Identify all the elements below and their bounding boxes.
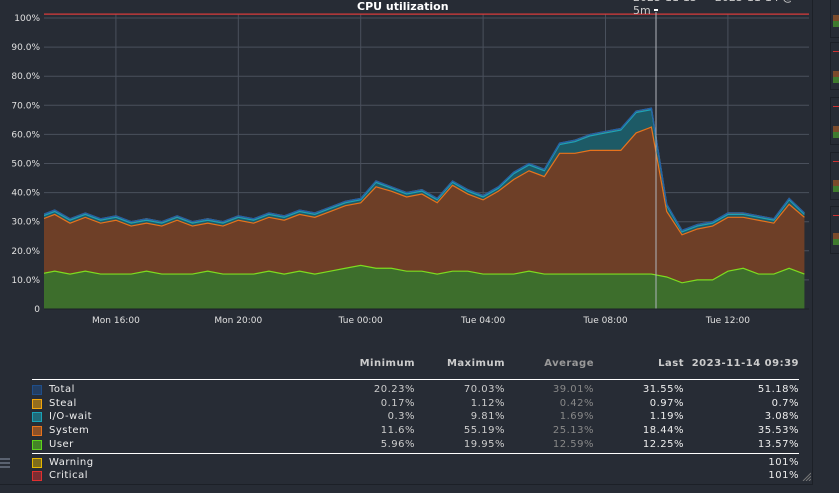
threshold-name: Warning — [49, 457, 94, 468]
series-name: Steal — [49, 397, 77, 409]
graph-panel: 0 10.0% 20.0% 30.0% 40.0% 50.0% 60.0% 70.0% 80.0… — [0, 0, 813, 485]
value-current: 0.7% — [771, 397, 799, 409]
y-tick-label: 90.0% — [11, 43, 40, 53]
area-system — [44, 127, 805, 283]
value-avg: 25.13% — [552, 425, 594, 437]
line-user — [44, 264, 805, 284]
area-user — [44, 265, 805, 309]
legend-row-system[interactable]: System 11.6% 55.19% 25.13% 18.44% 35.53% — [32, 425, 808, 438]
value-min: 20.23% — [373, 384, 415, 395]
line-iowait — [44, 108, 805, 233]
graph-thumbnail[interactable] — [830, 97, 839, 145]
x-tick-label: Tue 08:00 — [582, 316, 627, 326]
series-name: Total — [49, 384, 75, 395]
cursor-marker — [654, 9, 658, 11]
threshold-divider — [32, 453, 799, 454]
y-tick-label: 80.0% — [11, 72, 40, 82]
value-last: 18.44% — [642, 425, 684, 437]
threshold-name: Critical — [49, 470, 88, 481]
cpu-chart[interactable]: 0 10.0% 20.0% 30.0% 40.0% 50.0% 60.0% 70.0% 80.0… — [0, 0, 812, 335]
threshold-value: 101% — [768, 457, 799, 468]
graph-thumbnail[interactable] — [830, 152, 839, 200]
x-tick-label: Tue 00:00 — [338, 316, 383, 326]
y-tick-label: 60.0% — [11, 130, 40, 140]
x-tick-label: Tue 12:00 — [705, 316, 750, 326]
value-max: 19.95% — [463, 438, 505, 450]
series-name: System — [49, 425, 90, 437]
value-avg: 12.59% — [552, 438, 594, 450]
y-tick-label: 50.0% — [11, 160, 40, 170]
header-maximum[interactable]: Maximum — [446, 358, 505, 369]
value-last: 1.19% — [649, 411, 684, 423]
resize-handle-icon[interactable] — [801, 471, 811, 481]
y-tick-label: 100% — [14, 14, 40, 24]
threshold-row-warning[interactable]: Warning 101% — [32, 457, 808, 470]
y-tick-label: 20.0% — [11, 247, 40, 257]
graph-thumbnail-sidebar — [818, 0, 839, 493]
threshold-row-critical[interactable]: Critical 101% — [32, 470, 808, 483]
header-last[interactable]: Last — [658, 358, 684, 369]
legend-row-steal[interactable]: Steal 0.17% 1.12% 0.42% 0.97% 0.7% — [32, 398, 808, 411]
series-name: User — [49, 438, 74, 450]
legend-row-iowait[interactable]: I/O-wait 0.3% 9.81% 1.69% 1.19% 3.08% — [32, 411, 808, 424]
value-avg: 39.01% — [552, 384, 594, 395]
value-current: 51.18% — [757, 384, 799, 395]
series-color-swatch — [32, 385, 42, 395]
time-range: 2023-11-13 — 2023-11-14 @ 5m — [633, 0, 793, 17]
graph-title: CPU utilization — [355, 0, 451, 13]
graph-thumbnail[interactable] — [830, 42, 839, 90]
header-average[interactable]: Average — [544, 358, 594, 369]
legend-divider — [32, 379, 799, 380]
value-max: 9.81% — [470, 411, 505, 423]
header-minimum[interactable]: Minimum — [359, 358, 415, 369]
value-current: 13.57% — [757, 438, 799, 450]
value-max: 55.19% — [463, 425, 505, 437]
menu-icon[interactable] — [0, 458, 10, 470]
value-avg: 1.69% — [559, 411, 594, 423]
value-last: 31.55% — [642, 384, 684, 395]
area-iowait — [44, 109, 805, 235]
header-current: 2023-11-14 09:39 — [691, 358, 799, 369]
value-max: 1.12% — [470, 397, 505, 409]
value-min: 0.17% — [380, 397, 415, 409]
value-max: 70.03% — [463, 384, 505, 395]
y-tick-label: 70.0% — [11, 101, 40, 111]
legend-row-user[interactable]: User 5.96% 19.95% 12.59% 12.25% 13.57% — [32, 439, 808, 452]
y-tick-label: 30.0% — [11, 218, 40, 228]
y-tick-label: 10.0% — [11, 276, 40, 286]
x-tick-label: Mon 20:00 — [214, 316, 262, 326]
value-min: 5.96% — [380, 438, 415, 450]
graph-thumbnail[interactable] — [830, 0, 839, 38]
value-current: 35.53% — [757, 425, 799, 437]
series-color-swatch — [32, 439, 42, 450]
value-last: 0.97% — [649, 397, 684, 409]
value-avg: 0.42% — [559, 397, 594, 409]
threshold-color-swatch — [32, 458, 42, 468]
series-color-swatch — [32, 426, 42, 437]
x-tick-label: Mon 16:00 — [92, 316, 140, 326]
threshold-color-swatch — [32, 471, 42, 481]
series-name: I/O-wait — [49, 411, 93, 423]
line-total — [44, 107, 805, 232]
x-tick-label: Tue 04:00 — [460, 316, 505, 326]
legend-row-total[interactable]: Total 20.23% 70.03% 39.01% 31.55% 51.18% — [32, 384, 808, 397]
graph-thumbnail[interactable] — [830, 206, 839, 254]
value-current: 3.08% — [764, 411, 799, 423]
value-min: 0.3% — [387, 411, 415, 423]
value-last: 12.25% — [642, 438, 684, 450]
threshold-value: 101% — [768, 470, 799, 481]
series-color-swatch — [32, 412, 42, 423]
series-color-swatch — [32, 398, 42, 409]
line-system — [44, 126, 805, 236]
value-min: 11.6% — [380, 425, 415, 437]
y-tick-label: 40.0% — [11, 189, 40, 199]
y-tick-label: 0 — [34, 305, 40, 315]
